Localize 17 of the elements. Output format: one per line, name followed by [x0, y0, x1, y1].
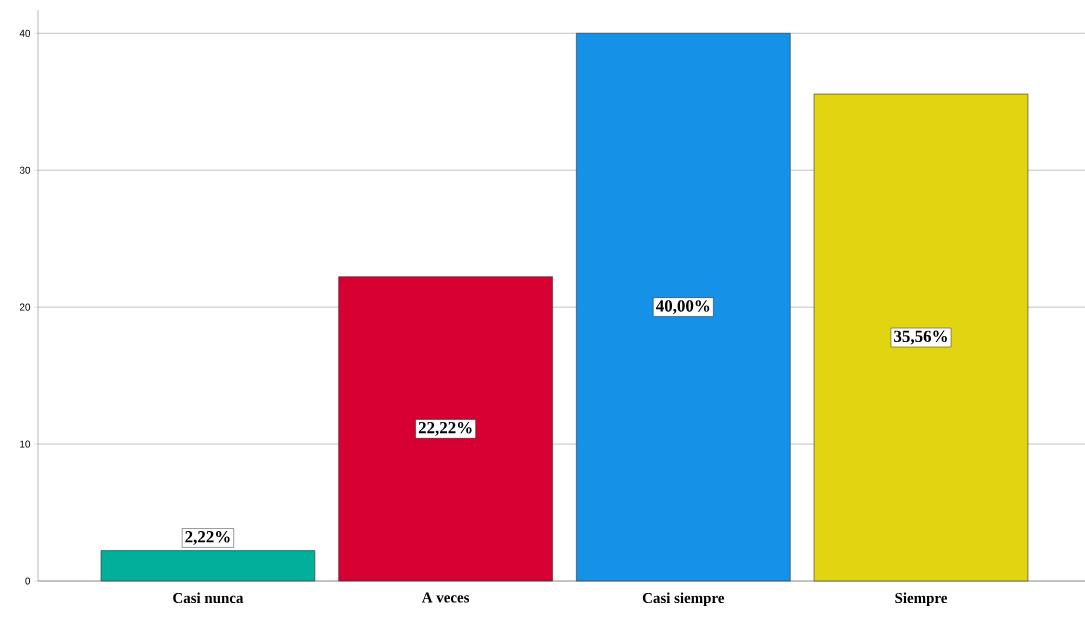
data-label: 2,22%	[185, 531, 230, 545]
bar	[813, 93, 1029, 582]
x-tick-label: Siempre	[895, 592, 948, 607]
y-tick-label: 40	[19, 29, 31, 37]
x-tick-label: Casi nunca	[173, 592, 244, 604]
bar	[576, 32, 791, 582]
y-tick-label: 30	[19, 166, 31, 174]
data-label: 35,56%	[894, 330, 947, 345]
data-label: 22,22%	[418, 421, 472, 436]
y-tick-label: 10	[20, 440, 31, 448]
x-tick-label: Casi siempre	[642, 592, 725, 607]
data-label: 40,00%	[656, 300, 710, 315]
bar	[338, 276, 553, 582]
y-tick-label: 20	[19, 303, 31, 311]
y-tick-label: 0	[25, 577, 31, 585]
x-tick-label: A veces	[421, 592, 470, 603]
bar	[100, 550, 316, 582]
